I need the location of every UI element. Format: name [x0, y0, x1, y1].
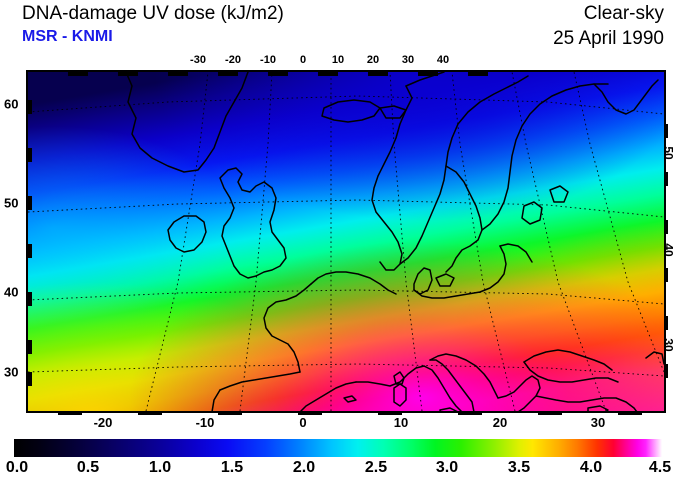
left-frame-tick-5 [28, 340, 32, 354]
bottom-frame-tick-5 [458, 411, 482, 415]
bottom-frame-tick-0 [58, 411, 82, 415]
left-frame-tick-0 [28, 100, 32, 114]
bottom-axis-tick-4: 20 [493, 415, 507, 430]
left-axis-tick-2: 40 [4, 285, 18, 300]
map-plot-area [26, 70, 666, 413]
colorbar-tick-7: 3.5 [508, 459, 530, 477]
bottom-axis-tick-2: 0 [299, 415, 306, 430]
date-label: 25 April 1990 [553, 28, 664, 50]
colorbar-gradient [14, 439, 662, 457]
top-frame-tick-3 [218, 72, 238, 76]
bottom-frame-tick-7 [618, 411, 642, 415]
top-frame-tick-4 [268, 72, 288, 76]
top-axis-tick-1: -20 [225, 54, 241, 66]
right-frame-tick-4 [664, 316, 668, 330]
colorbar [14, 439, 662, 457]
top-axis-tick-0: -30 [190, 54, 206, 66]
top-frame-tick-7 [418, 72, 438, 76]
colorbar-tick-0: 0.0 [6, 459, 28, 477]
bottom-axis-tick-1: -10 [196, 415, 215, 430]
left-frame-tick-6 [28, 372, 32, 386]
colorbar-tick-2: 1.0 [149, 459, 171, 477]
institute-label: MSR - KNMI [22, 28, 113, 46]
colorbar-tick-8: 4.0 [580, 459, 602, 477]
right-frame-tick-1 [664, 172, 668, 186]
left-frame-tick-1 [28, 148, 32, 162]
top-axis-tick-7: 40 [437, 54, 449, 66]
top-axis-tick-6: 30 [402, 54, 414, 66]
top-frame-tick-8 [468, 72, 488, 76]
top-frame-tick-2 [168, 72, 188, 76]
bottom-axis-tick-3: 10 [394, 415, 408, 430]
colorbar-tick-1: 0.5 [77, 459, 99, 477]
colorbar-tick-9: 4.5 [649, 459, 671, 477]
bottom-frame-tick-1 [138, 411, 162, 415]
page-title: DNA-damage UV dose (kJ/m2) [22, 3, 284, 25]
top-frame-tick-0 [68, 72, 88, 76]
right-frame-tick-5 [664, 364, 668, 378]
top-axis-tick-3: 0 [300, 54, 306, 66]
top-axis-tick-4: 10 [332, 54, 344, 66]
left-frame-tick-4 [28, 292, 32, 306]
left-frame-tick-2 [28, 196, 32, 210]
left-axis-tick-1: 50 [4, 196, 18, 211]
bottom-frame-tick-2 [218, 411, 242, 415]
colorbar-tick-5: 2.5 [365, 459, 387, 477]
colorbar-tick-3: 1.5 [221, 459, 243, 477]
colorbar-tick-4: 2.0 [293, 459, 315, 477]
left-axis-tick-3: 30 [4, 365, 18, 380]
top-frame-tick-6 [368, 72, 388, 76]
bottom-frame-tick-6 [538, 411, 562, 415]
top-frame-tick-5 [318, 72, 338, 76]
top-axis-tick-5: 20 [367, 54, 379, 66]
top-axis-tick-2: -10 [260, 54, 276, 66]
uv-dose-heatmap [28, 72, 664, 411]
bottom-axis-tick-0: -20 [94, 415, 113, 430]
left-axis-tick-0: 60 [4, 97, 18, 112]
right-frame-tick-2 [664, 220, 668, 234]
left-frame-tick-3 [28, 244, 32, 258]
right-frame-tick-3 [664, 268, 668, 282]
bottom-frame-tick-3 [298, 411, 322, 415]
uv-dose-map-page: DNA-damage UV dose (kJ/m2) MSR - KNMI Cl… [0, 0, 678, 480]
bottom-axis-tick-5: 30 [591, 415, 605, 430]
right-frame-tick-0 [664, 124, 668, 138]
bottom-frame-tick-4 [378, 411, 402, 415]
colorbar-tick-6: 3.0 [436, 459, 458, 477]
sky-condition-label: Clear-sky [584, 3, 664, 25]
top-frame-tick-1 [118, 72, 138, 76]
